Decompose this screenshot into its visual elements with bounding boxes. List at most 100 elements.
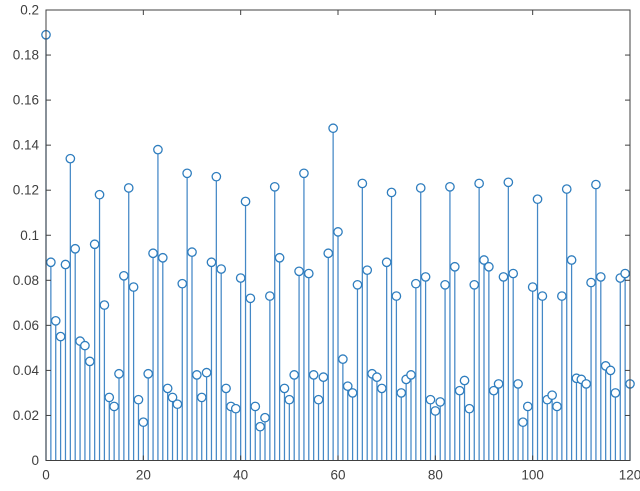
stem-marker bbox=[235, 273, 246, 283]
x-tick-label: 120 bbox=[619, 468, 640, 483]
x-tick-label: 40 bbox=[233, 468, 248, 483]
y-tick-label: 0.2 bbox=[20, 3, 39, 18]
stem-marker bbox=[323, 248, 334, 259]
stem-marker bbox=[123, 183, 134, 193]
stem-marker bbox=[372, 372, 382, 383]
stem-marker bbox=[187, 247, 197, 257]
stem-marker bbox=[84, 356, 95, 367]
stem-marker bbox=[537, 291, 548, 301]
y-tick-label: 0.04 bbox=[13, 363, 40, 378]
stem-marker bbox=[89, 239, 100, 250]
stem-marker bbox=[221, 383, 231, 394]
stem-marker bbox=[586, 277, 596, 288]
stem-marker bbox=[294, 266, 304, 277]
x-tick-label: 20 bbox=[136, 468, 151, 483]
stem-marker bbox=[391, 291, 402, 301]
stem-marker bbox=[415, 183, 426, 193]
stem-marker bbox=[479, 255, 489, 265]
stem-marker bbox=[464, 403, 475, 414]
stem-marker bbox=[55, 331, 66, 342]
stem-marker bbox=[133, 394, 144, 405]
stem-marker bbox=[527, 282, 538, 292]
stem-marker bbox=[591, 179, 601, 190]
stem-marker bbox=[167, 392, 178, 403]
stem-marker bbox=[493, 379, 504, 389]
stem-marker bbox=[192, 370, 202, 380]
stem-marker bbox=[610, 388, 621, 398]
stem-marker bbox=[532, 194, 543, 205]
stem-marker bbox=[469, 279, 480, 290]
stem-marker bbox=[65, 153, 76, 164]
stem-marker bbox=[308, 370, 319, 380]
stem-marker bbox=[318, 372, 329, 383]
stem-marker bbox=[376, 383, 387, 394]
stem-marker bbox=[70, 243, 81, 254]
stem-marker bbox=[484, 261, 494, 272]
stem-marker bbox=[153, 144, 163, 155]
stem-marker bbox=[449, 261, 460, 272]
stem-marker bbox=[328, 123, 338, 134]
stem-marker bbox=[522, 401, 533, 412]
stem-marker bbox=[347, 388, 358, 398]
stem-marker bbox=[50, 315, 61, 326]
stem-marker bbox=[269, 181, 280, 192]
y-tick-label: 0.18 bbox=[13, 48, 39, 63]
y-tick-label: 0.06 bbox=[13, 318, 39, 333]
stem-marker bbox=[177, 278, 188, 289]
stem-marker bbox=[561, 184, 572, 194]
stem-marker bbox=[143, 368, 154, 379]
stem-marker bbox=[411, 278, 421, 289]
y-tick-label: 0.02 bbox=[13, 408, 39, 423]
stem-marker bbox=[552, 401, 562, 412]
stem-marker bbox=[352, 279, 363, 290]
stem-marker bbox=[445, 181, 455, 192]
stem-marker bbox=[148, 248, 158, 259]
stem-marker bbox=[138, 417, 149, 428]
stem-marker bbox=[255, 421, 265, 432]
stem-marker bbox=[230, 403, 241, 414]
stem-marker bbox=[620, 268, 630, 279]
stem-marker bbox=[513, 379, 523, 389]
stem-marker bbox=[425, 394, 436, 405]
stem-marker bbox=[99, 300, 110, 310]
stem-marker bbox=[518, 417, 528, 428]
stem-marker bbox=[435, 397, 446, 407]
stem-marker bbox=[80, 340, 90, 351]
stem-marker bbox=[605, 365, 616, 376]
stem-marker bbox=[488, 385, 499, 396]
stem-marker bbox=[420, 272, 431, 282]
y-tick-label: 0.1 bbox=[20, 228, 39, 243]
stem-marker bbox=[498, 272, 509, 282]
y-tick-label: 0.14 bbox=[13, 138, 40, 153]
stem-marker bbox=[289, 370, 300, 380]
stem-marker bbox=[357, 178, 368, 189]
stem-marker bbox=[216, 264, 227, 274]
x-tick-label: 60 bbox=[330, 468, 345, 483]
stem-marker bbox=[284, 394, 295, 405]
stem-marker bbox=[381, 257, 392, 268]
stem-marker bbox=[182, 168, 192, 179]
stem-marker bbox=[396, 388, 407, 398]
stem-marker bbox=[430, 406, 441, 416]
stem-marker bbox=[109, 401, 119, 412]
stem-marker bbox=[46, 257, 56, 268]
stem-marker bbox=[172, 399, 183, 410]
stem-marker bbox=[104, 392, 115, 403]
stem-marker bbox=[299, 168, 309, 179]
stem-marker bbox=[279, 383, 290, 394]
stem-marker bbox=[557, 291, 567, 301]
y-tick-label: 0.12 bbox=[13, 183, 39, 198]
stem-marker bbox=[459, 375, 470, 386]
stem-marker bbox=[547, 390, 557, 401]
stem-marker bbox=[406, 370, 416, 380]
stem-marker bbox=[342, 381, 353, 392]
x-tick-label: 100 bbox=[521, 468, 544, 483]
stem-marker bbox=[94, 189, 105, 200]
stem-marker bbox=[240, 196, 251, 207]
y-tick-label: 0.08 bbox=[13, 273, 39, 288]
stem-marker bbox=[386, 187, 397, 198]
y-tick-label: 0 bbox=[31, 453, 39, 468]
x-tick-label: 0 bbox=[42, 468, 50, 483]
stem-marker bbox=[196, 392, 207, 403]
